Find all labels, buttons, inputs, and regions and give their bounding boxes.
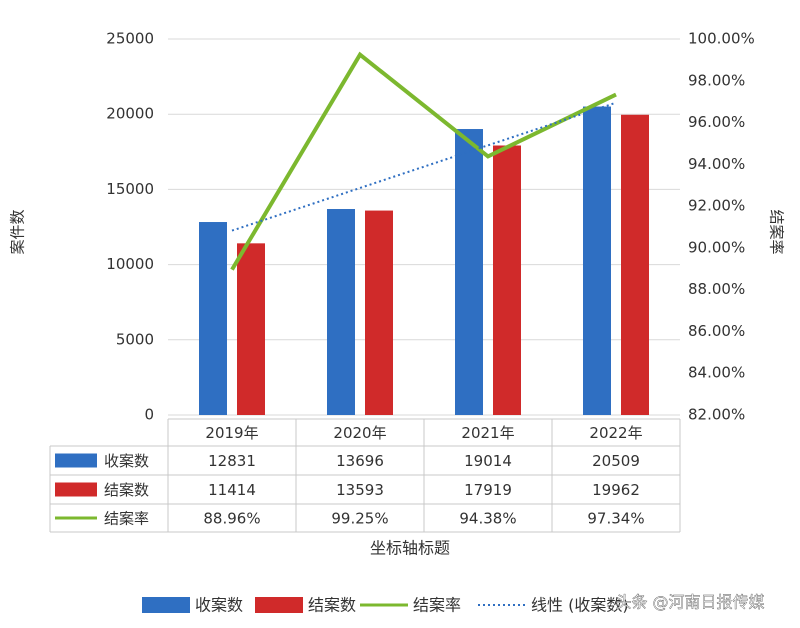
- legend-label: 结案率: [413, 596, 461, 615]
- x-axis-title: 坐标轴标题: [370, 539, 450, 558]
- table-value: 17919: [464, 481, 512, 499]
- bar: [621, 114, 649, 416]
- bar: [327, 209, 355, 415]
- y2-tick-label: 94.00%: [688, 155, 745, 173]
- table-series-name: 结案数: [104, 481, 149, 499]
- line: [230, 51, 617, 271]
- watermark: 头条 @河南日报传媒: [615, 593, 764, 612]
- x-tick-label: 2020年: [333, 424, 386, 442]
- y-tick-label: 25000: [106, 30, 154, 48]
- table-series-name: 收案数: [104, 452, 149, 470]
- table-value: 20509: [592, 452, 640, 470]
- y2-tick-label: 84.00%: [688, 364, 745, 382]
- legend-label: 线性 (收案数): [531, 596, 629, 615]
- bar: [493, 145, 521, 416]
- table-value: 12831: [208, 452, 256, 470]
- table-value: 11414: [208, 481, 256, 499]
- y2-tick-label: 100.00%: [688, 30, 755, 48]
- y2-tick-label: 82.00%: [688, 406, 745, 424]
- y-tick-label: 20000: [106, 105, 154, 123]
- y2-tick-label: 86.00%: [688, 322, 745, 340]
- y2-tick-label: 98.00%: [688, 71, 745, 89]
- bar: [583, 106, 611, 415]
- y-tick-label: 0: [144, 406, 154, 424]
- y2-tick-label: 92.00%: [688, 197, 745, 215]
- bar: [237, 243, 265, 415]
- legend-key: [142, 597, 190, 613]
- table-value: 97.34%: [587, 510, 644, 528]
- table-value: 19962: [592, 481, 640, 499]
- table-value: 19014: [464, 452, 512, 470]
- table-value: 99.25%: [331, 510, 388, 528]
- table-key: [55, 453, 97, 468]
- y-axis-title: 案件数: [9, 209, 27, 254]
- x-tick-label: 2019年: [205, 424, 258, 442]
- table-value: 13696: [336, 452, 384, 470]
- y2-tick-label: 90.00%: [688, 238, 745, 256]
- y-tick-label: 10000: [106, 255, 154, 273]
- table-series-name: 结案率: [104, 510, 149, 528]
- legend-key: [255, 597, 303, 613]
- table-key: [55, 482, 97, 497]
- legend-label: 收案数: [195, 596, 243, 615]
- y2-axis-title: 结案率: [768, 209, 786, 254]
- y2-tick-label: 88.00%: [688, 280, 745, 298]
- y-tick-label: 15000: [106, 180, 154, 198]
- bar: [365, 210, 393, 415]
- table-value: 94.38%: [459, 510, 516, 528]
- y2-tick-label: 96.00%: [688, 113, 745, 131]
- x-tick-label: 2022年: [589, 424, 642, 442]
- bar: [455, 129, 483, 416]
- y-tick-label: 5000: [116, 330, 154, 348]
- legend-label: 结案数: [308, 596, 356, 615]
- x-tick-label: 2021年: [461, 424, 514, 442]
- table-value: 13593: [336, 481, 384, 499]
- bar: [199, 222, 227, 415]
- table-value: 88.96%: [203, 510, 260, 528]
